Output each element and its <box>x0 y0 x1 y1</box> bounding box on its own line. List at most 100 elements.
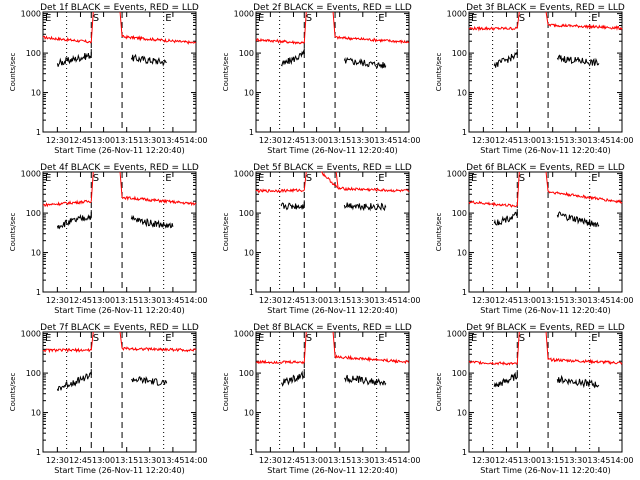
lld-trace <box>121 346 197 353</box>
x-tick-label: 12:45 <box>495 136 518 145</box>
events-trace <box>130 53 167 67</box>
x-tick-label: 13:30 <box>564 296 587 305</box>
lld-fall <box>545 11 549 25</box>
panel-title: Det 2f BLACK = Events, RED = LLD <box>253 3 412 13</box>
lld-trace <box>42 199 92 208</box>
y-tick-label: 10 <box>31 409 41 418</box>
x-tick-label: 13:30 <box>564 456 587 465</box>
lld-trace <box>255 188 305 194</box>
x-axis-label: Start Time (26-Nov-11 12:20:40) <box>54 466 184 475</box>
y-tick-label: 1000 <box>21 170 41 179</box>
lld-fall <box>332 331 336 357</box>
lld-trace <box>334 354 409 365</box>
event-marker-label: E <box>165 173 171 184</box>
y-axis-label: Counts/sec <box>9 53 17 92</box>
event-marker-label: E <box>258 333 264 344</box>
lld-rise <box>303 11 307 44</box>
panel-title: Det 5f BLACK = Events, RED = LLD <box>253 163 412 173</box>
lld-trace <box>121 195 197 207</box>
x-tick-label: 13:45 <box>374 296 397 305</box>
detector-panel-8f: Det 8f BLACK = Events, RED = LLD 1 10 100 10… <box>222 323 421 475</box>
lld-fall <box>119 331 123 349</box>
lld-rise <box>516 171 520 207</box>
y-tick-label: 100 <box>452 209 467 218</box>
y-tick-label: 10 <box>457 249 467 258</box>
events-trace <box>343 374 387 387</box>
plot-frame <box>468 11 623 133</box>
x-tick-label: 13:00 <box>92 136 115 145</box>
event-marker-label: S <box>306 333 312 344</box>
x-tick-label: 12:30 <box>46 456 69 465</box>
y-tick-label: 10 <box>31 249 41 258</box>
lld-trace <box>547 23 623 31</box>
event-marker-label: S <box>93 13 99 24</box>
y-tick-label: 1000 <box>447 330 467 339</box>
y-tick-label: 1 <box>462 128 467 137</box>
x-tick-label: 13:15 <box>115 296 138 305</box>
events-trace <box>56 372 92 392</box>
x-axis-label: Start Time (26-Nov-11 12:20:40) <box>480 146 610 155</box>
x-tick-label: 14:00 <box>397 456 420 465</box>
y-axis-label: Counts/sec <box>222 53 230 92</box>
x-axis-label: Start Time (26-Nov-11 12:20:40) <box>54 306 184 315</box>
detector-panel-2f: Det 2f BLACK = Events, RED = LLD 1 10 100 10… <box>222 3 421 155</box>
x-axis-label: Start Time (26-Nov-11 12:20:40) <box>267 466 397 475</box>
x-tick-label: 13:45 <box>161 136 184 145</box>
x-tick-label: 13:45 <box>587 296 610 305</box>
events-trace <box>556 211 600 228</box>
lld-trace <box>468 360 518 366</box>
x-tick-label: 14:00 <box>397 296 420 305</box>
panel-title: Det 6f BLACK = Events, RED = LLD <box>466 163 625 173</box>
x-tick-label: 13:30 <box>351 136 374 145</box>
y-tick-label: 1000 <box>234 170 254 179</box>
lld-rise <box>303 331 307 363</box>
lld-trace <box>468 25 518 32</box>
y-tick-label: 100 <box>26 209 41 218</box>
lld-fall <box>119 11 123 37</box>
y-tick-label: 100 <box>239 369 254 378</box>
event-marker-label: S <box>519 13 525 24</box>
x-axis-label: Start Time (26-Nov-11 12:20:40) <box>54 146 184 155</box>
detector-panel-5f: Det 5f BLACK = Events, RED = LLD 1 10 100 10… <box>222 163 421 315</box>
lld-fall <box>545 171 549 192</box>
x-tick-label: 13:15 <box>541 136 564 145</box>
events-trace <box>556 54 600 67</box>
event-marker-label: E <box>591 333 597 344</box>
x-tick-label: 14:00 <box>610 136 633 145</box>
plot-frame <box>468 331 623 453</box>
event-marker-label: S <box>519 333 525 344</box>
plot-frame <box>255 11 410 133</box>
event-marker-label: E <box>258 173 264 184</box>
x-tick-label: 12:30 <box>472 456 495 465</box>
x-tick-label: 13:45 <box>587 136 610 145</box>
event-marker-label: E <box>471 333 477 344</box>
lld-rise <box>516 11 520 29</box>
y-tick-label: 1000 <box>21 10 41 19</box>
detector-panel-1f: Det 1f BLACK = Events, RED = LLD 1 10 100 10… <box>9 3 208 155</box>
y-tick-label: 1 <box>36 128 41 137</box>
lld-trace <box>42 347 92 354</box>
panel-title: Det 4f BLACK = Events, RED = LLD <box>40 163 199 173</box>
lld-trace <box>321 171 339 189</box>
events-trace <box>493 51 518 68</box>
x-axis-label: Start Time (26-Nov-11 12:20:40) <box>480 466 610 475</box>
x-tick-label: 12:30 <box>259 296 282 305</box>
plot-frame <box>468 171 623 293</box>
x-tick-label: 13:00 <box>305 456 328 465</box>
x-tick-label: 13:00 <box>305 136 328 145</box>
lld-trace <box>468 200 518 208</box>
panel-title: Det 7f BLACK = Events, RED = LLD <box>40 323 199 333</box>
y-tick-label: 1000 <box>447 170 467 179</box>
x-tick-label: 13:00 <box>92 296 115 305</box>
events-trace <box>280 202 305 211</box>
events-trace <box>56 213 92 230</box>
y-tick-label: 100 <box>239 209 254 218</box>
y-axis-label: Counts/sec <box>435 373 443 412</box>
x-tick-label: 13:45 <box>374 136 397 145</box>
events-trace <box>280 49 305 67</box>
x-tick-label: 13:45 <box>587 456 610 465</box>
event-marker-label: E <box>471 173 477 184</box>
event-marker-label: E <box>591 173 597 184</box>
x-tick-label: 13:15 <box>115 136 138 145</box>
x-tick-label: 14:00 <box>184 296 207 305</box>
